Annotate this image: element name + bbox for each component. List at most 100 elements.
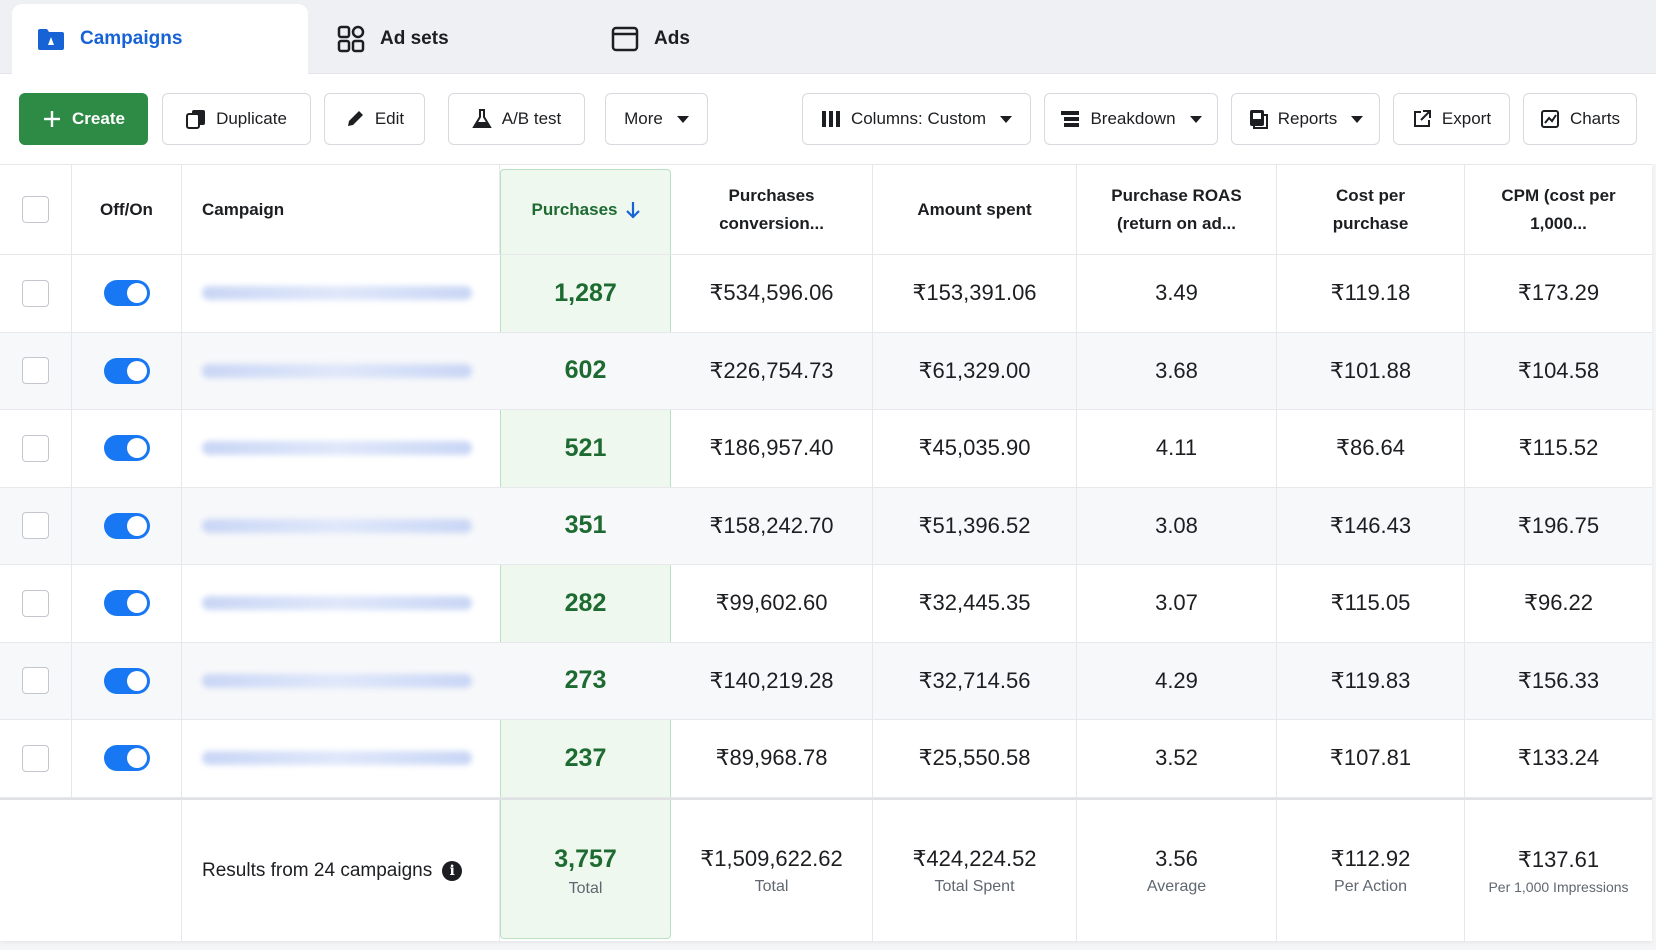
campaign-name-redacted[interactable] [202,363,472,378]
window-icon [610,24,640,54]
plus-icon [42,109,62,129]
columns-icon [821,109,841,129]
header-purchases-conversion[interactable]: Purchases conversion... [671,165,873,254]
reports-label: Reports [1277,109,1338,128]
header-purchase-roas[interactable]: Purchase ROAS (return on ad... [1077,165,1277,254]
table-header: Off/On Campaign Purchases Purchases conve… [0,165,1652,255]
tab-label: Ad sets [380,28,449,49]
cell-roas: 3.68 [1155,357,1198,383]
create-button[interactable]: Create [19,93,148,145]
cell-conversion: ₹140,219.28 [709,667,834,693]
create-label: Create [72,109,125,128]
header-cpm[interactable]: CPM (cost per 1,000... [1465,165,1652,254]
tab-campaigns[interactable]: Campaigns [12,4,308,74]
breakdown-dropdown[interactable]: Breakdown [1044,93,1218,145]
cell-roas: 4.11 [1155,435,1198,461]
summary-sub: Per 1,000 Impressions [1488,879,1629,895]
summary-spent: ₹424,224.52 [912,846,1037,871]
campaign-toggle[interactable] [103,512,150,539]
cell-spent: ₹45,035.90 [918,435,1031,461]
table-row[interactable]: 351 ₹158,242.70 ₹51,396.52 3.08 ₹146.43 ₹196.… [0,487,1652,565]
campaign-toggle[interactable] [103,745,150,772]
campaign-name-redacted[interactable] [202,751,472,766]
cell-conversion: ₹99,602.60 [715,590,828,616]
table-row[interactable]: 273 ₹140,219.28 ₹32,714.56 4.29 ₹119.83 ₹156.… [0,642,1652,720]
cell-spent: ₹61,329.00 [918,357,1031,383]
cell-cpm: ₹196.75 [1517,512,1600,538]
toolbar: Create Duplicate Edit A/B test More Colu… [0,74,1656,164]
chevron-down-icon [1189,115,1202,123]
campaign-toggle[interactable] [103,435,150,462]
cell-roas: 3.49 [1155,280,1198,306]
header-campaign[interactable]: Campaign [182,165,500,254]
summary-cpm: ₹137.61 [1517,847,1600,872]
campaign-name-redacted[interactable] [202,673,472,688]
columns-dropdown[interactable]: Columns: Custom [802,93,1031,145]
row-checkbox[interactable] [22,279,49,307]
table-row[interactable]: 282 ₹99,602.60 ₹32,445.35 3.07 ₹115.05 ₹96.22 [0,565,1652,643]
cell-conversion: ₹534,596.06 [709,280,834,306]
row-checkbox[interactable] [22,744,49,772]
chevron-down-icon [1351,115,1364,123]
breakdown-label: Breakdown [1090,109,1176,128]
chevron-down-icon [676,115,689,123]
campaign-toggle[interactable] [103,667,150,694]
select-all-checkbox[interactable] [22,196,49,223]
cell-spent: ₹32,714.56 [918,667,1031,693]
duplicate-button[interactable]: Duplicate [162,93,311,145]
row-checkbox[interactable] [22,667,49,695]
export-button[interactable]: Export [1393,93,1510,145]
summary-sub: Average [1146,878,1207,895]
reports-dropdown[interactable]: Reports [1231,93,1380,145]
ab-test-button[interactable]: A/B test [448,93,585,145]
header-cost-per-purchase[interactable]: Cost per purchase [1277,165,1465,254]
summary-sub: Per Action [1334,878,1407,895]
cell-spent: ₹51,396.52 [918,512,1031,538]
summary-conversion: ₹1,509,622.62 [700,846,843,871]
table-row[interactable]: 602 ₹226,754.73 ₹61,329.00 3.68 ₹101.88 ₹104.… [0,332,1652,410]
header-onoff[interactable]: Off/On [72,165,182,254]
cell-cpp: ₹146.43 [1329,512,1412,538]
table-row[interactable]: 237 ₹89,968.78 ₹25,550.58 3.52 ₹107.81 ₹133.2… [0,720,1652,798]
campaign-name-redacted[interactable] [202,518,472,533]
edit-button[interactable]: Edit [324,93,425,145]
more-label: More [624,109,663,128]
row-checkbox[interactable] [22,589,49,617]
cell-cpm: ₹115.52 [1518,435,1599,461]
summary-row: Results from 24 campaigns i 3,757 Total ₹… [0,798,1652,942]
sort-arrow-down-icon [625,201,640,219]
reports-icon [1248,109,1268,129]
cell-cpm: ₹156.33 [1517,667,1600,693]
cell-cpp: ₹101.88 [1329,357,1412,383]
header-line: CPM (cost per [1501,185,1616,205]
header-line: conversion... [719,213,824,233]
campaign-name-redacted[interactable] [202,596,472,611]
table-row[interactable]: 521 ₹186,957.40 ₹45,035.90 4.11 ₹86.64 ₹115.5… [0,410,1652,488]
row-checkbox[interactable] [22,434,49,462]
flask-icon [471,109,492,129]
header-purchases[interactable]: Purchases [500,165,671,254]
cell-conversion: ₹226,754.73 [709,357,834,383]
tab-ads[interactable]: Ads [610,4,810,74]
header-amount-spent[interactable]: Amount spent [873,165,1077,254]
charts-button[interactable]: Charts [1523,93,1637,145]
cell-roas: 3.08 [1155,512,1198,538]
cell-purchases: 521 [564,433,607,462]
info-icon[interactable]: i [442,861,463,881]
campaign-toggle[interactable] [103,357,150,384]
chevron-down-icon [1000,115,1013,123]
table-row[interactable]: 1,287 ₹534,596.06 ₹153,391.06 3.49 ₹119.18 ₹1… [0,255,1652,333]
cell-purchases: 282 [564,588,607,617]
cell-conversion: ₹186,957.40 [709,435,834,461]
summary-sub: Total [754,878,789,895]
campaign-name-redacted[interactable] [202,286,472,301]
cell-purchases: 1,287 [554,278,617,307]
row-checkbox[interactable] [22,357,49,385]
cell-conversion: ₹158,242.70 [709,512,834,538]
row-checkbox[interactable] [22,512,49,540]
tab-ad-sets[interactable]: Ad sets [336,4,576,74]
campaign-name-redacted[interactable] [202,441,472,456]
more-dropdown[interactable]: More [605,93,708,145]
campaign-toggle[interactable] [103,590,150,617]
campaign-toggle[interactable] [103,280,150,307]
